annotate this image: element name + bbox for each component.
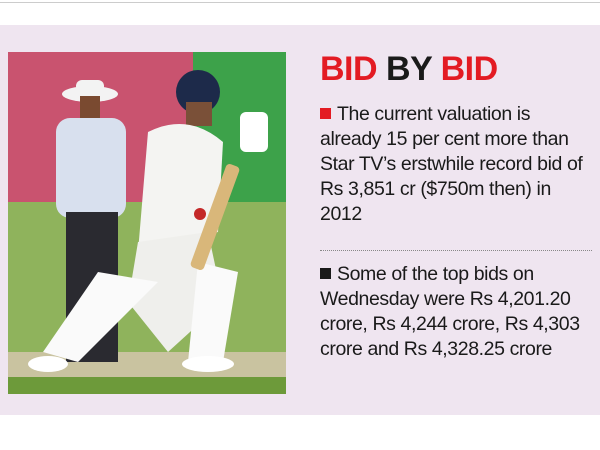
photo: [8, 52, 286, 394]
bullet: Some of the top bids on Wednesday were R…: [320, 262, 592, 362]
bullet-marker: [320, 268, 331, 279]
title: BID BY BID: [320, 50, 498, 89]
bullet-marker: [320, 108, 331, 119]
bullet-text: Some of the top bids on Wednesday were R…: [320, 263, 580, 360]
title-word: BID: [440, 50, 499, 88]
title-word: BID: [320, 50, 378, 88]
title-word: BY: [386, 50, 432, 88]
bullet: The current valuation is already 15 per …: [320, 102, 592, 227]
top-rule: [0, 2, 600, 3]
bullet-text: The current valuation is already 15 per …: [320, 103, 583, 225]
separator: [320, 250, 592, 251]
